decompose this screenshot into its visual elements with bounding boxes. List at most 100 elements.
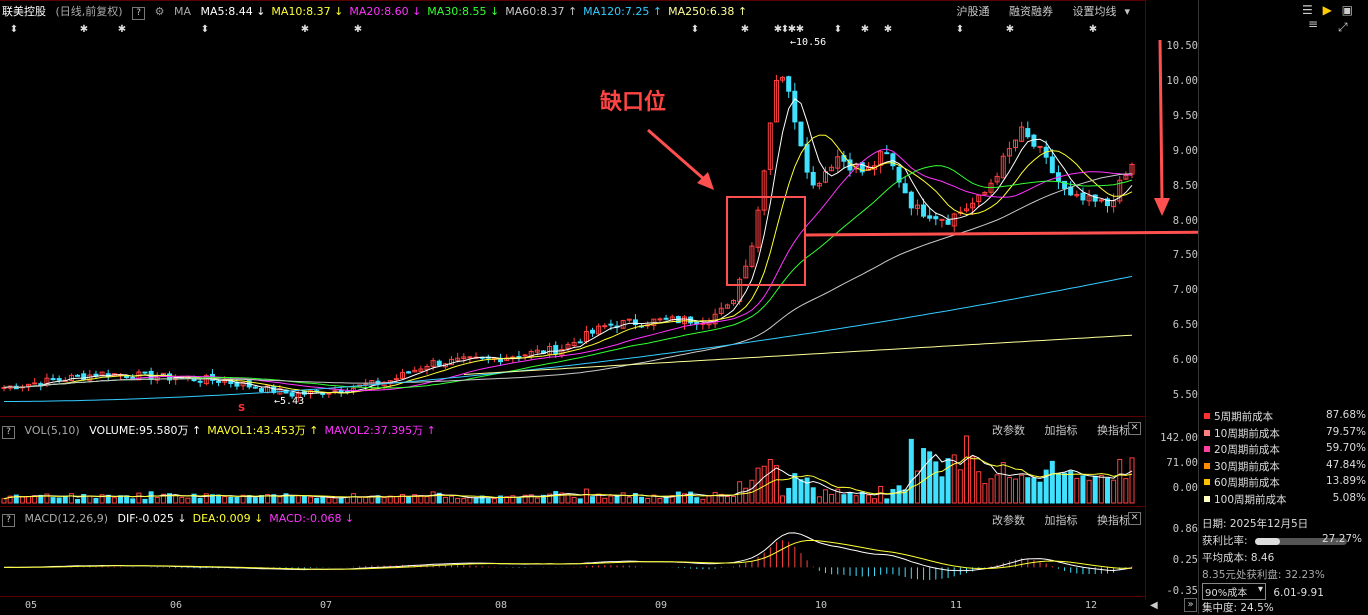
volume-bar (124, 495, 130, 504)
flag-icon[interactable]: ▶ (1322, 3, 1332, 17)
volume-bar (203, 493, 209, 504)
volume-bar (688, 491, 694, 504)
expand-icon[interactable]: ⤢ (1338, 20, 1348, 34)
volume-bar (694, 497, 700, 504)
tool-hgt[interactable]: 沪股通 (956, 5, 990, 18)
legend-row-0: 5周期前成本 87.68% (1202, 409, 1366, 423)
tool-margin[interactable]: 融资融券 (1008, 5, 1053, 18)
candle-body (994, 175, 1000, 183)
candle-body (228, 380, 234, 385)
vol-switch-indicator[interactable]: 换指标 (1097, 424, 1130, 437)
price-tick-1: 10.00 (1166, 74, 1198, 87)
volume-bar (56, 497, 62, 504)
vol-close-icon[interactable]: ✕ (1128, 422, 1141, 435)
legend-pct: 47.84% (1325, 458, 1366, 471)
candle-body (602, 325, 608, 328)
candle-body (547, 346, 553, 355)
side-divider (1198, 0, 1199, 614)
legend-pct: 5.08% (1332, 491, 1366, 504)
volume-bar (1123, 478, 1129, 504)
cost-select[interactable]: 90%成本 ▾ (1202, 583, 1266, 600)
candle-body (436, 360, 442, 366)
vol-add-indicator[interactable]: 加指标 (1044, 424, 1078, 437)
candle-body (75, 374, 81, 377)
volume-bar (608, 495, 614, 504)
event-marker: ✱ (884, 24, 892, 35)
candle-body (393, 378, 399, 381)
list-icon[interactable]: ☰ (1302, 3, 1313, 17)
candle-body (681, 316, 687, 325)
candle-body (780, 76, 786, 81)
candle-body (890, 153, 896, 167)
volume-bar (81, 494, 87, 504)
candle-body (792, 90, 798, 123)
volume-bar (1074, 477, 1080, 504)
dropdown-icon[interactable]: ▾ (1124, 5, 1130, 18)
volume-bar (320, 496, 326, 504)
candle-body (835, 156, 841, 169)
month-tick-05: 05 (25, 600, 38, 611)
ma-item-0: MA5:8.44 ↓ (200, 5, 266, 18)
legend-swatch (1204, 495, 1210, 502)
candle-body (914, 204, 920, 209)
chip-icon[interactable]: ▣ (1341, 3, 1353, 17)
stock-name[interactable]: 联美控股 (2, 5, 46, 18)
ma-label: MA (173, 5, 191, 18)
macd-switch-indicator[interactable]: 换指标 (1097, 514, 1130, 527)
macd-modify-params[interactable]: 改参数 (992, 514, 1025, 527)
volume-bar (829, 493, 835, 504)
volume-bar (1068, 470, 1074, 504)
volume-bar (406, 496, 412, 504)
vol-item-2: MAVOL2:37.395万 ↑ (324, 424, 436, 437)
legend-label: 30周期前成本 (1214, 460, 1280, 473)
volume-bar (154, 496, 160, 504)
volume-bar (957, 469, 963, 504)
macd-header: ? MACD(12,26,9) DIF:-0.025 ↓ DEA:0.009 ↓ M… (2, 512, 366, 527)
macd-add-indicator[interactable]: 加指标 (1044, 514, 1078, 527)
ma250-line (463, 334, 1133, 375)
profit-at-price: 8.35元处获利盘: 32.23% (1202, 569, 1325, 581)
candle-body (424, 365, 430, 371)
macd-tick-2: -0.35 (1166, 585, 1198, 597)
volume-bar (271, 494, 277, 504)
candle-body (626, 318, 632, 321)
menu-icon[interactable]: ≡ (1308, 17, 1319, 31)
volume-bar (387, 495, 393, 504)
candle-body (590, 329, 596, 334)
scroll-right-icon[interactable]: » (1184, 598, 1197, 612)
legend-swatch (1204, 413, 1210, 419)
help-icon[interactable]: ? (132, 7, 146, 20)
tool-ma-settings[interactable]: 设置均线 (1072, 5, 1117, 18)
volume-bar (160, 493, 166, 504)
candle-body (1, 387, 7, 390)
volume-bar (1013, 478, 1019, 504)
volume-bar (675, 491, 681, 504)
vol-modify-params[interactable]: 改参数 (992, 424, 1025, 437)
candle-body (399, 372, 405, 380)
macd-close-icon[interactable]: ✕ (1128, 512, 1141, 525)
candle-body (449, 358, 455, 366)
legend-row-4: 60周期前成本 13.89% (1202, 475, 1366, 489)
vol-tick-2: 0.00 (1172, 482, 1198, 494)
volume-bar (338, 497, 344, 504)
candle-body (743, 265, 749, 279)
volume-bar (314, 497, 320, 504)
axis-divider (1145, 0, 1146, 600)
volume-bar (191, 493, 197, 504)
volume-bar (19, 496, 25, 504)
settings-gear-icon[interactable]: ⚙ (154, 5, 165, 18)
volume-bar (577, 498, 583, 504)
scroll-left-icon[interactable]: ◀ (1150, 600, 1158, 611)
vol-help-icon[interactable]: ? (2, 426, 15, 439)
volume-bar (780, 495, 786, 504)
low-price-label: ←5.43 (274, 396, 305, 407)
ma-items: MA5:8.44 ↓ MA10:8.37 ↓ MA20:8.60 ↓ MA30:8.5… (200, 5, 753, 18)
macd-help-icon[interactable]: ? (2, 514, 15, 527)
volume-bar (914, 470, 920, 504)
volume-bar (105, 494, 111, 504)
avg-cost: 平均成本: 8.46 (1202, 552, 1275, 564)
volume-bar (1111, 479, 1117, 504)
event-marker: ✱ (741, 24, 749, 35)
volume-bar (7, 495, 13, 504)
price-tick-5: 8.00 (1172, 214, 1198, 227)
